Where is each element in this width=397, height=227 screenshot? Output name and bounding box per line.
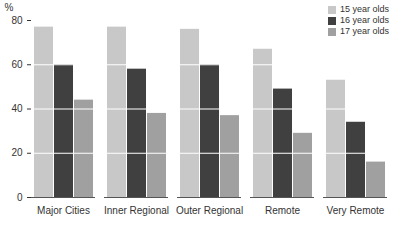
svg-text:80: 80 <box>11 15 23 26</box>
svg-text:Outer Regional: Outer Regional <box>176 205 243 216</box>
svg-text:%: % <box>5 2 14 13</box>
svg-text:Inner Regional: Inner Regional <box>104 205 169 216</box>
html-text:17 year olds: 17 year olds <box>340 26 389 36</box>
svg-text:Very Remote: Very Remote <box>327 205 385 216</box>
svg-text:40: 40 <box>11 103 23 114</box>
svg-text:Remote: Remote <box>265 205 300 216</box>
svg-text:20: 20 <box>11 147 23 158</box>
svg-text:0: 0 <box>17 192 23 203</box>
svg-text:Major Cities: Major Cities <box>37 205 90 216</box>
svg-text:60: 60 <box>11 59 23 70</box>
html-text:15 year olds: 15 year olds <box>340 4 389 14</box>
html-text:16 year olds: 16 year olds <box>340 15 389 25</box>
